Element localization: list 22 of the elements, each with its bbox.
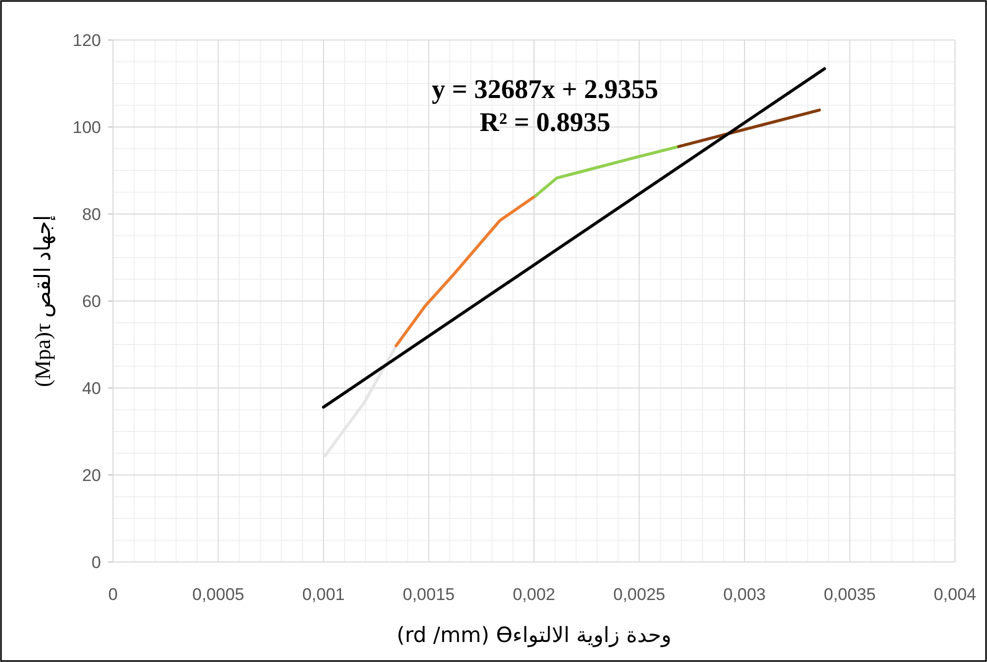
y-tick-label: 80 bbox=[82, 205, 101, 224]
y-tick-label: 60 bbox=[82, 292, 101, 311]
x-tick-label: 0,0025 bbox=[613, 585, 666, 604]
line-series bbox=[534, 145, 680, 198]
x-tick-label: 0,004 bbox=[934, 585, 976, 604]
annotation: R² = 0.8935 bbox=[480, 107, 610, 137]
x-tick-label: 0,0005 bbox=[192, 585, 244, 604]
x-tick-label: 0,0035 bbox=[824, 585, 876, 604]
y-tick-label: 0 bbox=[92, 553, 101, 572]
y-tick-label: 20 bbox=[82, 466, 101, 485]
x-axis-title: (rd /mm) ϴوحدة زاوية الالتواء bbox=[396, 623, 672, 648]
y-axis-title: (Mpa)τ إجهاد القص bbox=[30, 214, 56, 388]
line-series bbox=[394, 194, 538, 348]
x-tick-label: 0,0015 bbox=[402, 585, 455, 604]
x-tick-label: 0 bbox=[108, 585, 118, 604]
x-tick-label: 0,001 bbox=[302, 585, 345, 604]
y-tick-label: 120 bbox=[72, 31, 101, 50]
x-tick-label: 0,003 bbox=[723, 585, 766, 604]
x-tick-label: 0,002 bbox=[512, 585, 556, 604]
annotation: y = 32687x + 2.9355 bbox=[432, 74, 658, 104]
y-tick-label: 40 bbox=[82, 379, 101, 398]
y-tick-label: 100 bbox=[72, 118, 101, 137]
